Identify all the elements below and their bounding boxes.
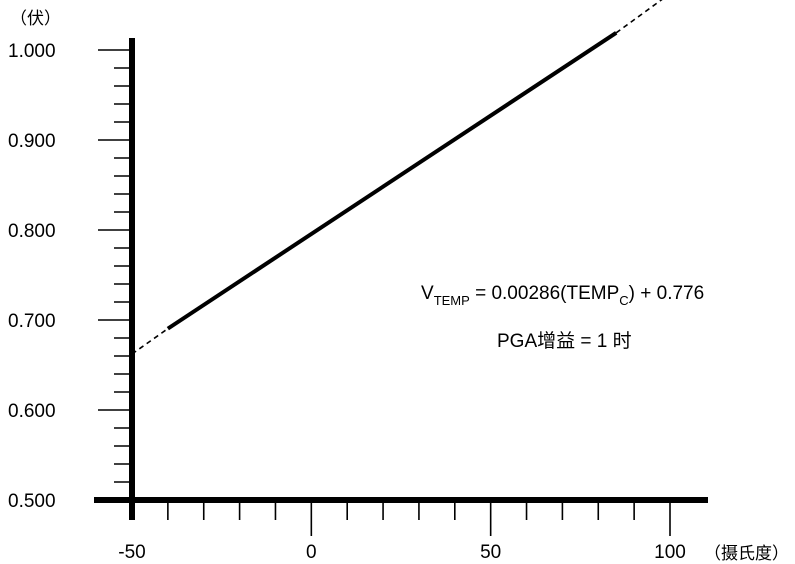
y-tick-label: 0.900 <box>8 131 56 152</box>
y-tick-label: 0.500 <box>8 491 56 512</box>
x-tick-label: -50 <box>118 542 145 563</box>
x-tick-label: 100 <box>654 542 686 563</box>
equation-main: = 0.00286(TEMP <box>470 283 619 304</box>
equation-tail: ) + 0.776 <box>629 283 705 304</box>
y-axis-unit-label: （伏） <box>10 9 61 28</box>
series-extrapolation-dashed-1 <box>131 327 169 355</box>
y-tick-label: 0.700 <box>8 311 56 332</box>
equation-annotation: VTEMP = 0.00286(TEMPC) + 0.776 <box>421 283 704 308</box>
x-axis-unit-label: （摄氏度） <box>704 544 789 563</box>
tick-labels: 0.500 0.600 0.700 0.800 0.900 1.000 -50 0 50 100 <box>8 41 686 563</box>
y-tick-label: 0.600 <box>8 401 56 422</box>
y-tick-label: 0.800 <box>8 221 56 242</box>
x-tick-label: 0 <box>306 542 317 563</box>
series-extrapolation-dashed-2 <box>615 0 663 34</box>
series-measured-line <box>166 31 618 331</box>
equation-v-subscript: TEMP <box>434 293 470 308</box>
axes <box>94 38 708 520</box>
y-tick-label: 1.000 <box>8 41 56 62</box>
x-tick-label: 50 <box>480 542 501 563</box>
condition-annotation: PGA增益 = 1 时 <box>497 330 632 352</box>
equation-v: V <box>421 283 434 304</box>
data-lines <box>131 0 663 355</box>
equation-c-subscript: C <box>619 293 628 308</box>
